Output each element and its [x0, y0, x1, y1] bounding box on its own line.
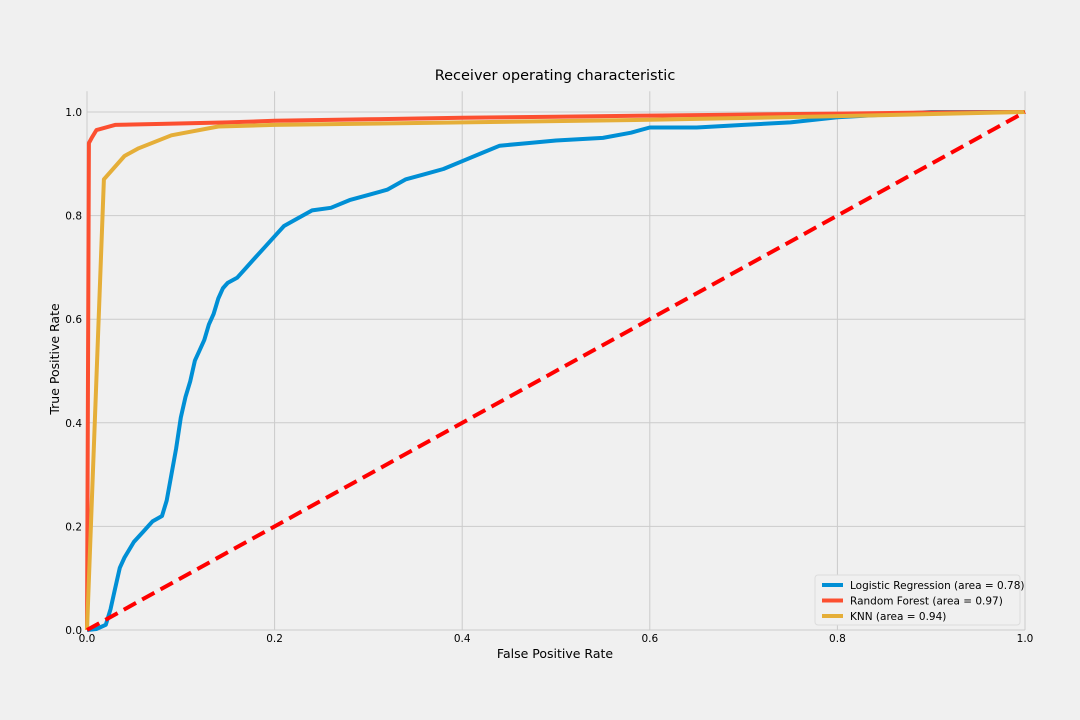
y-tick-label: 0.2 [65, 521, 82, 533]
y-tick-label: 0.8 [65, 211, 82, 223]
x-axis-label: False Positive Rate [497, 646, 613, 661]
series-lines [85, 110, 1026, 632]
series-line-1 [85, 110, 1026, 631]
legend-box [814, 574, 1021, 626]
series-line-2 [85, 110, 1026, 631]
legend-entry-label: Random Forest (area = 0.97) [850, 596, 1003, 608]
chance-diagonal-line [86, 110, 1026, 632]
y-tick-label: 0.6 [65, 314, 82, 326]
y-axis-label: True Positive Rate [47, 303, 62, 416]
x-tick-label: 1.0 [1017, 633, 1034, 645]
x-tick-label: 0.0 [79, 633, 96, 645]
y-tick-label: 0.0 [65, 625, 82, 637]
x-tick-label: 0.2 [266, 633, 283, 645]
chart-title: Receiver operating characteristic [435, 68, 676, 84]
y-tick-labels: 0.0 0.2 0.4 0.6 0.8 1.0 [65, 107, 82, 637]
grid [86, 91, 1026, 631]
series-line-0 [86, 110, 1025, 632]
legend-entry-label: KNN (area = 0.94) [850, 611, 946, 623]
x-tick-label: 0.6 [641, 633, 658, 645]
x-tick-labels: 0.0 0.2 0.4 0.6 0.8 1.0 [79, 633, 1034, 645]
legend: Logistic Regression (area = 0.78) Random … [814, 574, 1025, 626]
x-tick-label: 0.8 [829, 633, 846, 645]
legend-entry-label: Logistic Regression (area = 0.78) [850, 580, 1025, 592]
y-tick-label: 0.4 [65, 418, 82, 430]
y-tick-label: 1.0 [65, 107, 82, 119]
x-tick-label: 0.4 [454, 633, 471, 645]
